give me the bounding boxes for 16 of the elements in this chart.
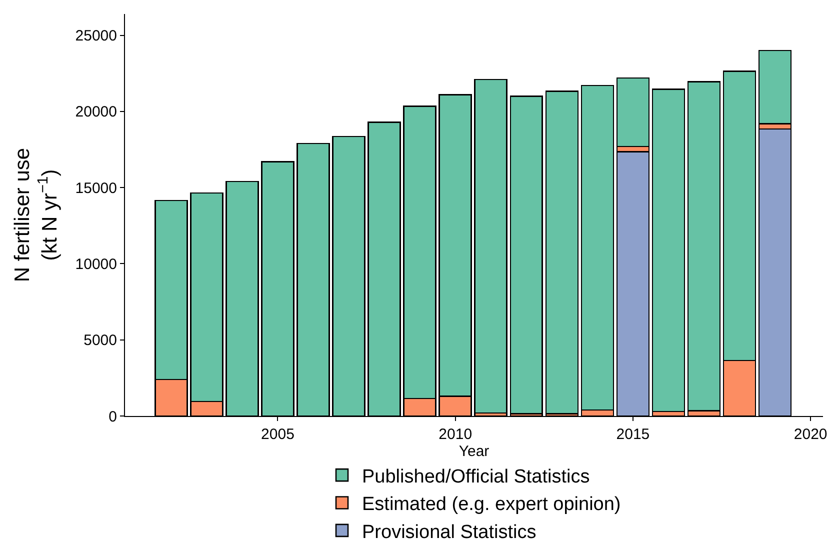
legend-label: Estimated (e.g. expert opinion) — [362, 494, 621, 516]
x-tick-label: 2020 — [794, 426, 828, 443]
y-tick-label: 15000 — [75, 180, 117, 197]
y-tick-label: 10000 — [75, 256, 117, 273]
x-tick-label: 2005 — [261, 426, 294, 443]
x-tick-label: 2010 — [438, 426, 472, 443]
legend-label: Published/Official Statistics — [362, 466, 590, 488]
y-tick-label: 5000 — [84, 332, 117, 350]
y-tick-label: 0 — [108, 408, 117, 426]
y-tick-label: 20000 — [75, 104, 117, 121]
y-tick-label: 25000 — [75, 28, 117, 45]
bar — [652, 88, 686, 412]
x-tick-label: 2015 — [616, 426, 650, 443]
x-axis-title: Year — [458, 443, 490, 460]
legend-label: Provisional Statistics — [362, 522, 536, 543]
bar — [474, 78, 508, 414]
